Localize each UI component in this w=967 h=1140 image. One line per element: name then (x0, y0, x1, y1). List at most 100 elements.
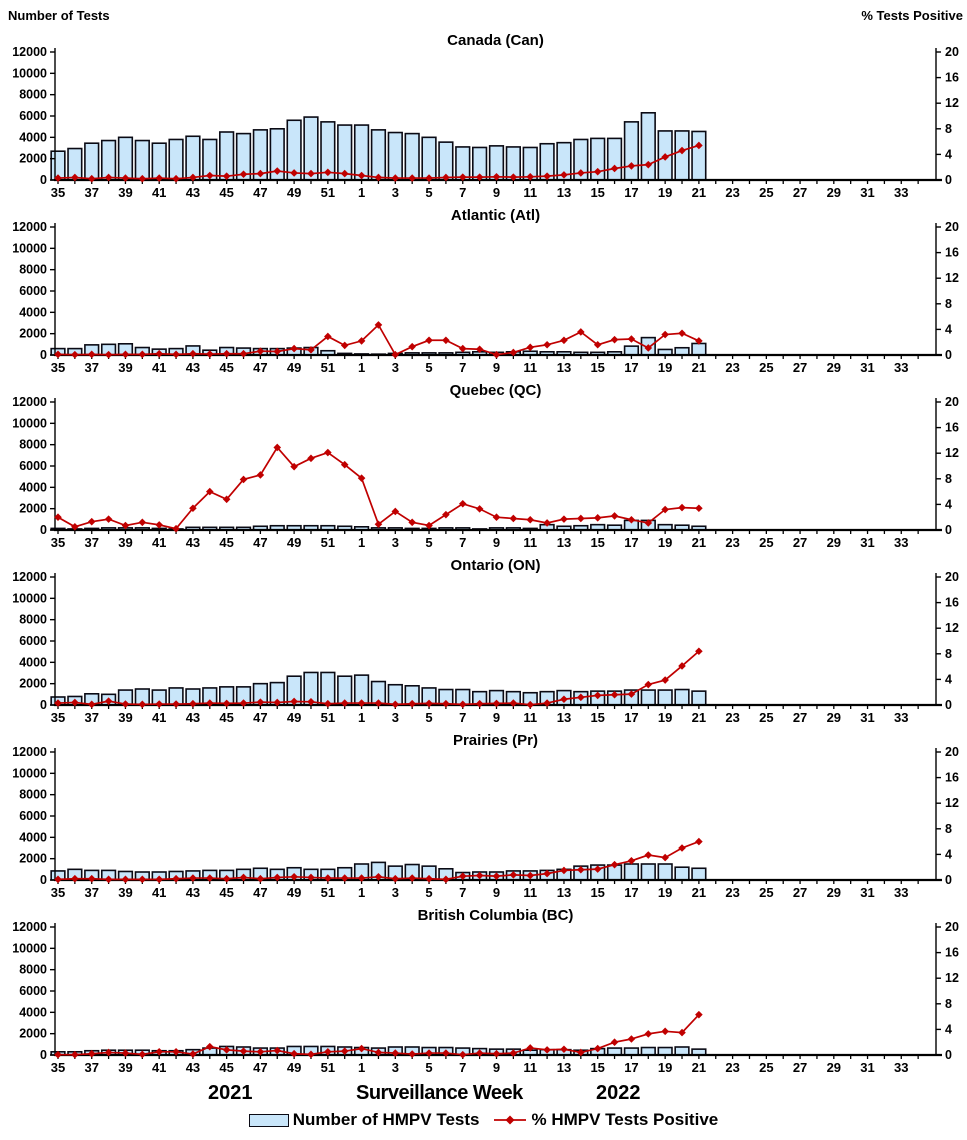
diamond-marker (425, 174, 433, 182)
diamond-marker (87, 700, 96, 709)
diamond-marker (307, 346, 315, 354)
diamond-marker (155, 700, 163, 708)
diamond-marker (307, 454, 315, 463)
tick-label: 0 (40, 698, 47, 712)
tick-label: 51 (321, 710, 335, 725)
diamond-marker (138, 1050, 147, 1059)
diamond-marker (543, 869, 551, 878)
diamond-marker (442, 510, 450, 519)
tick-label: 45 (219, 360, 233, 375)
tick-label: 15 (590, 185, 604, 200)
legend-bars-label: Number of HMPV Tests (292, 1110, 480, 1129)
diamond-marker (172, 350, 180, 359)
tick-label: 1 (358, 185, 365, 200)
diamond-marker (593, 691, 602, 700)
tick-label: 27 (793, 535, 807, 550)
diamond-marker (104, 350, 113, 359)
tick-label: 0 (945, 348, 952, 362)
tick-label: 35 (51, 535, 65, 550)
bar (674, 1046, 690, 1056)
diamond-marker (425, 699, 433, 708)
tick-label: 23 (725, 885, 739, 900)
diamond-marker (172, 700, 180, 708)
diamond-marker (104, 515, 113, 523)
diamond-marker (104, 1048, 113, 1057)
diamond-marker (695, 141, 703, 150)
diamond-marker (172, 524, 180, 533)
tick-label: 7 (459, 535, 466, 550)
legend-line-label: % HMPV Tests Positive (531, 1110, 719, 1129)
diamond-marker (475, 345, 484, 354)
diamond-marker (391, 874, 400, 883)
diamond-marker (205, 874, 214, 882)
tick-label: 8 (945, 297, 952, 311)
tick-label: 7 (459, 185, 466, 200)
diamond-marker (87, 874, 96, 883)
tick-label: 49 (287, 885, 301, 900)
bar (623, 345, 640, 356)
tick-label: 6000 (19, 459, 47, 473)
tick-label: 21 (692, 1060, 706, 1075)
diamond-marker (661, 676, 669, 684)
diamond-marker (678, 662, 686, 670)
tick-label: 27 (793, 360, 807, 375)
diamond-marker (104, 697, 113, 705)
tick-label: 27 (793, 885, 807, 900)
tick-label: 19 (658, 710, 672, 725)
tick-label: 3 (392, 710, 399, 725)
bar (640, 112, 656, 181)
tick-label: 0 (945, 1048, 952, 1062)
diamond-marker (273, 1046, 282, 1055)
tick-label: 27 (793, 185, 807, 200)
diamond-marker (172, 174, 180, 183)
tick-label: 12000 (12, 570, 47, 584)
tick-label: 37 (84, 185, 98, 200)
tick-label: 31 (860, 1060, 874, 1075)
tick-label: 12 (945, 446, 959, 460)
diamond-marker (577, 169, 585, 177)
tick-label: 12000 (12, 220, 47, 234)
tick-label: 49 (287, 1060, 301, 1075)
positivity-line-group (54, 321, 703, 359)
tick-label: 17 (624, 535, 638, 550)
diamond-marker (189, 349, 197, 358)
diamond-marker (324, 332, 332, 341)
diamond-marker (425, 521, 433, 530)
tick-label: 23 (725, 535, 739, 550)
diamond-marker (104, 173, 113, 182)
diamond-marker (475, 1049, 484, 1057)
tick-label: 12000 (12, 920, 47, 934)
tick-label: 25 (759, 535, 773, 550)
tick-label: 6000 (19, 984, 47, 998)
bar (691, 690, 707, 706)
tick-label: 8 (945, 472, 952, 486)
tick-label: 8 (945, 122, 952, 136)
diamond-marker (205, 1042, 214, 1051)
diamond-marker (273, 443, 282, 452)
diamond-marker (458, 344, 467, 353)
tick-label: 21 (692, 535, 706, 550)
tick-label: 41 (152, 1060, 166, 1075)
tick-label: 4000 (19, 480, 47, 494)
diamond-marker (290, 344, 298, 353)
diamond-marker (644, 1030, 653, 1038)
diamond-marker (71, 698, 79, 707)
panel-title: Ontario (ON) (451, 557, 541, 574)
diamond-marker (560, 1045, 568, 1054)
diamond-marker (644, 680, 653, 689)
diamond-marker (560, 515, 568, 523)
diamond-marker (222, 349, 231, 358)
diamond-marker (458, 1050, 467, 1059)
tick-label: 6000 (19, 809, 47, 823)
tick-label: 41 (152, 710, 166, 725)
tick-label: 8 (945, 822, 952, 836)
diamond-marker (492, 350, 501, 359)
tick-label: 15 (590, 1060, 604, 1075)
tick-label: 12000 (12, 745, 47, 759)
diamond-marker (695, 504, 703, 513)
tick-label: 33 (894, 1060, 908, 1075)
diamond-marker (172, 1048, 180, 1056)
diamond-marker (442, 173, 450, 182)
